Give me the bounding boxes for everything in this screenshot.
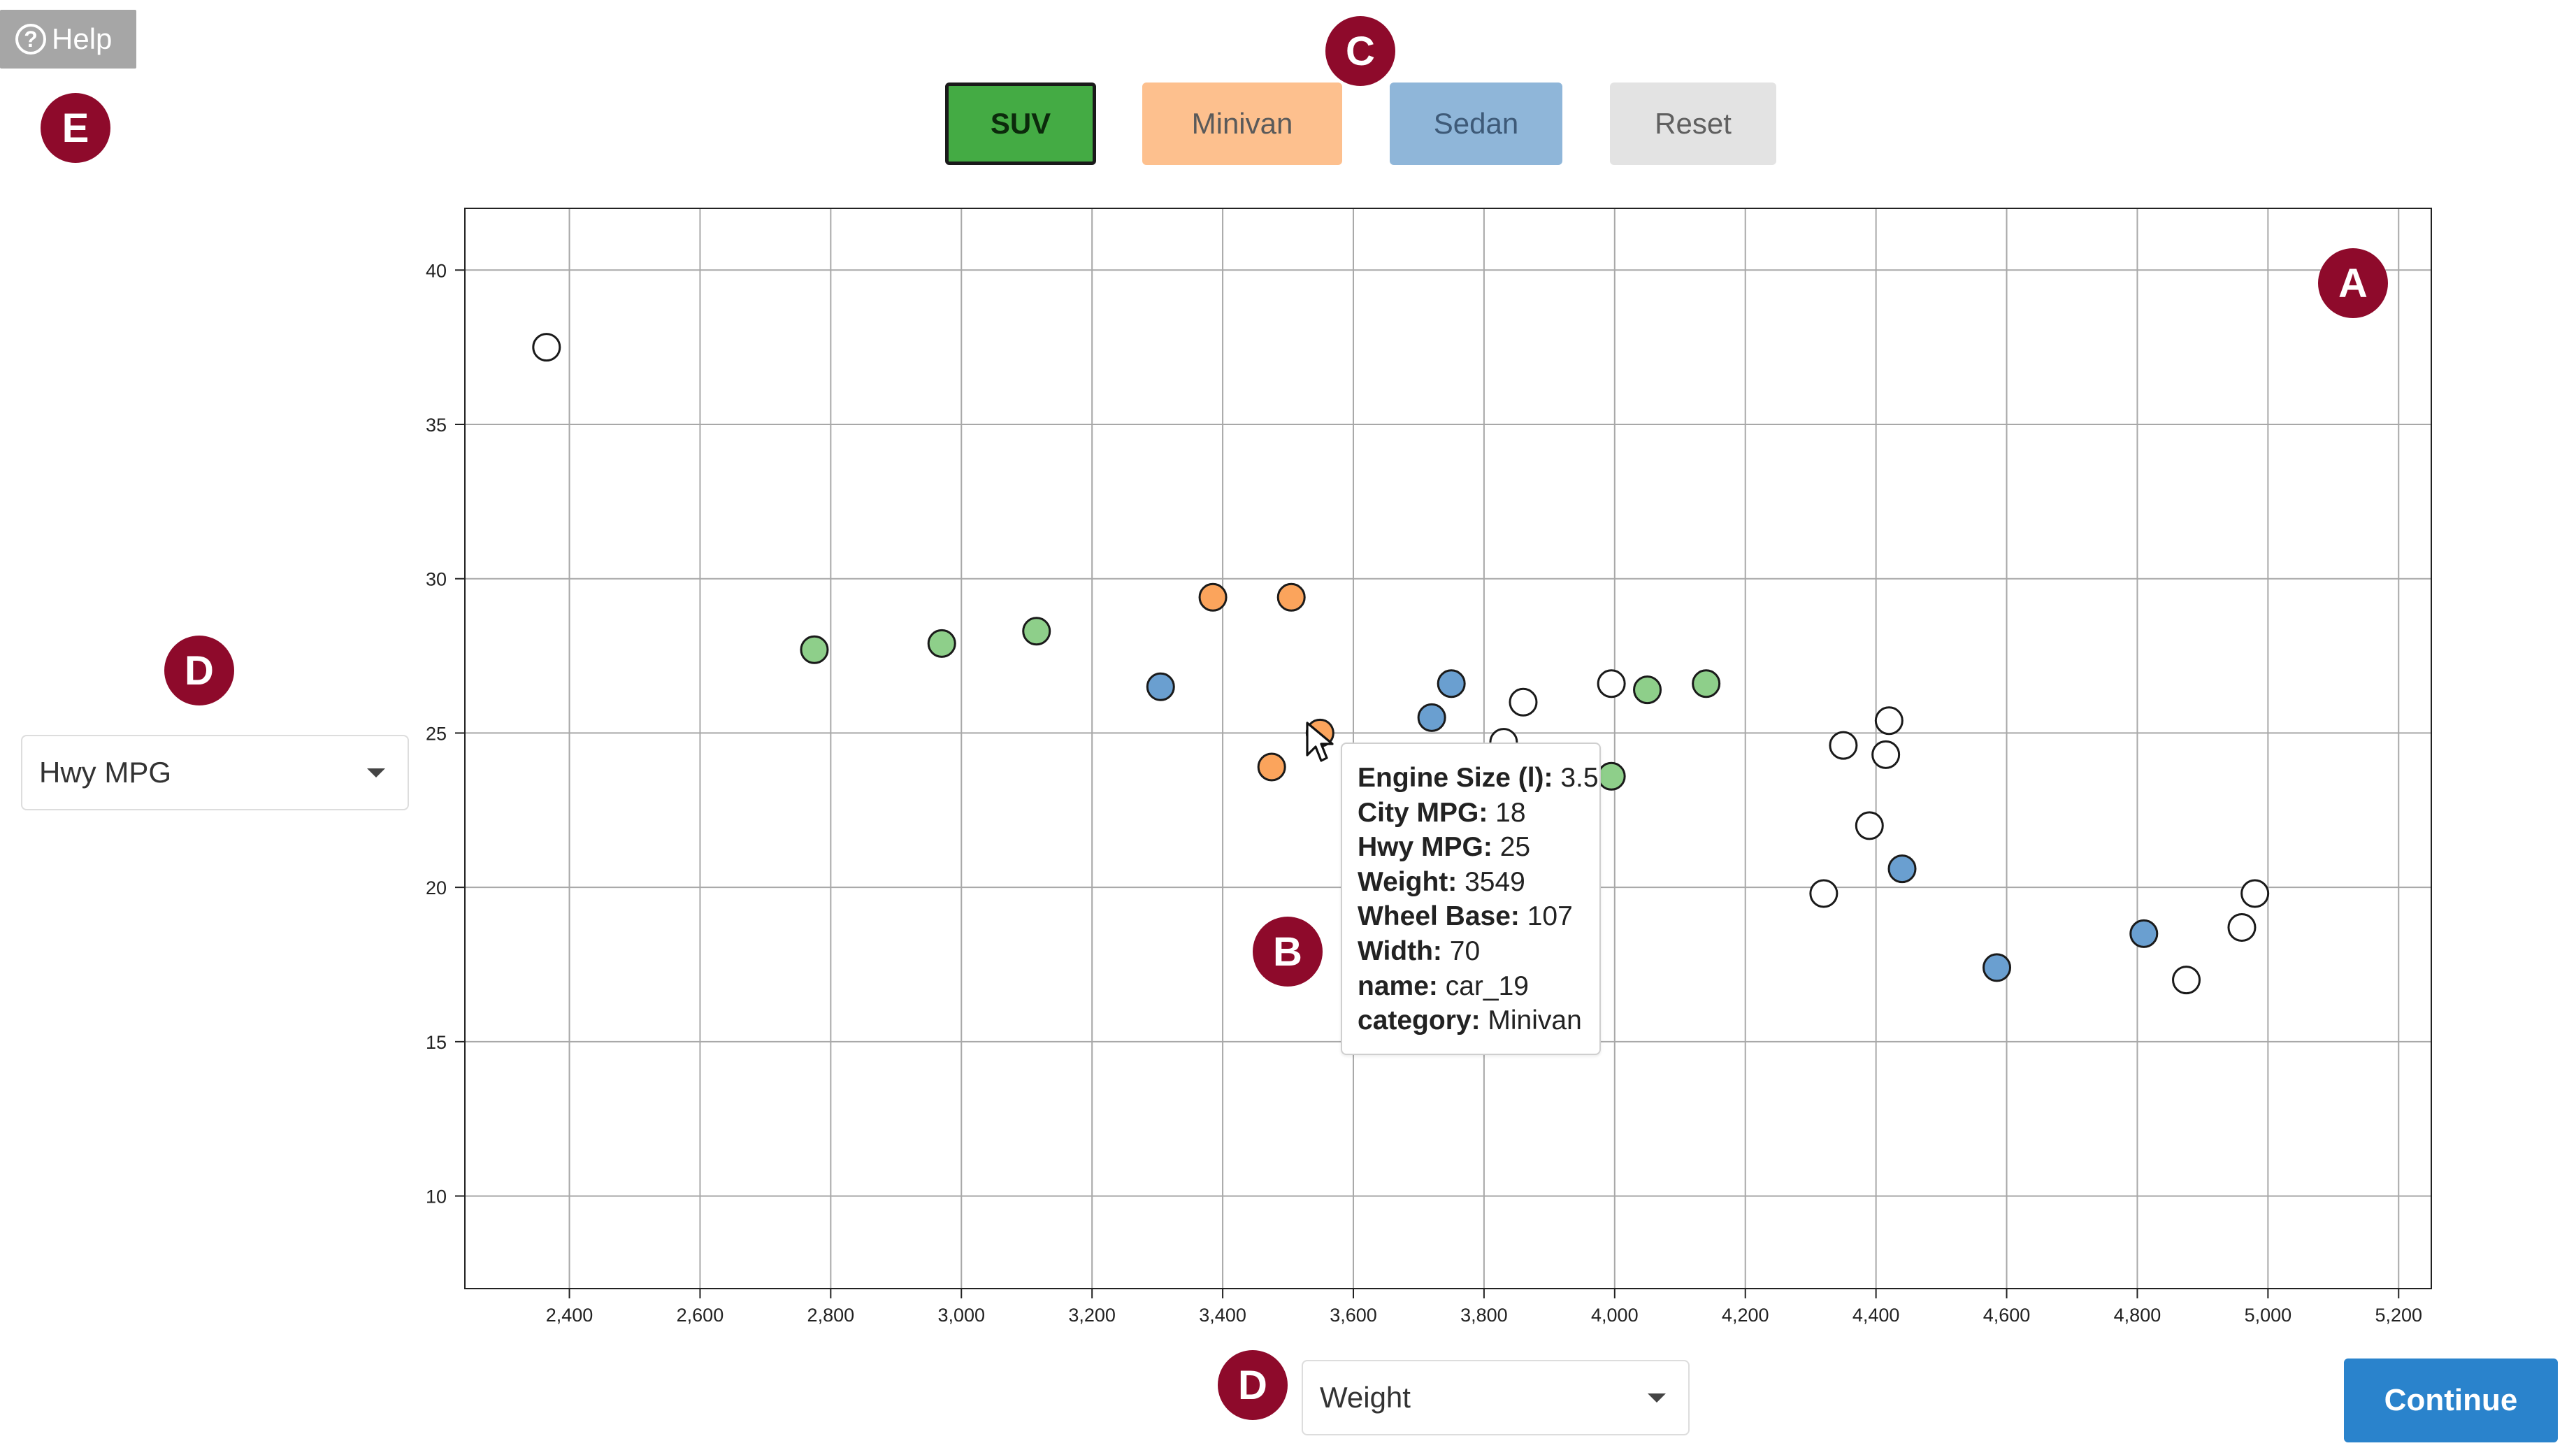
annotation-badge-e: E — [41, 93, 110, 163]
y-tick-label: 30 — [426, 569, 447, 590]
data-point-uncategorized[interactable] — [2227, 913, 2257, 942]
chevron-down-icon — [1648, 1393, 1666, 1403]
data-point-minivan[interactable] — [1276, 582, 1306, 612]
data-point-uncategorized[interactable] — [1871, 740, 1901, 769]
plot-area — [464, 208, 2432, 1289]
x-tick-label: 4,800 — [2114, 1305, 2161, 1326]
x-tick-label: 2,400 — [546, 1305, 593, 1326]
annotation-badge-d-bottom: D — [1218, 1350, 1288, 1420]
y-tick-label: 20 — [426, 877, 447, 898]
sedan-button[interactable]: Sedan — [1390, 83, 1562, 165]
tooltip-row-width: Width: 70 — [1358, 936, 1481, 966]
data-point-uncategorized[interactable] — [1809, 879, 1839, 908]
x-tick-label: 2,800 — [807, 1305, 855, 1326]
tooltip-row-category: category: Minivan — [1358, 1005, 1582, 1036]
data-point-sedan[interactable] — [1983, 953, 2012, 982]
x-tick-label: 4,000 — [1591, 1305, 1639, 1326]
data-point-sedan[interactable] — [1417, 703, 1446, 732]
tooltip-row-name: name: car_19 — [1358, 970, 1529, 1001]
y-tick-label: 40 — [426, 260, 447, 281]
data-point-uncategorized[interactable] — [2240, 879, 2270, 908]
y-tick-label: 35 — [426, 415, 447, 436]
x-tick-label: 4,400 — [1852, 1305, 1900, 1326]
x-tick-label: 5,200 — [2375, 1305, 2422, 1326]
data-point-suv[interactable] — [1633, 675, 1662, 705]
x-axis-select-value: Weight — [1320, 1381, 1411, 1414]
data-point-uncategorized[interactable] — [2172, 966, 2201, 995]
help-label: Help — [52, 22, 113, 55]
data-point-suv[interactable] — [800, 635, 829, 664]
continue-button[interactable]: Continue — [2344, 1359, 2558, 1442]
data-point-uncategorized[interactable] — [532, 333, 561, 362]
chevron-down-icon — [367, 768, 385, 777]
data-point-sedan[interactable] — [1146, 672, 1175, 701]
x-tick-label: 2,600 — [677, 1305, 724, 1326]
y-axis-select[interactable]: Hwy MPG — [21, 735, 409, 810]
x-tick-label: 3,000 — [937, 1305, 985, 1326]
x-tick-label: 4,600 — [1983, 1305, 2031, 1326]
data-point-sedan[interactable] — [1887, 854, 1917, 884]
annotation-badge-c: C — [1325, 16, 1395, 86]
x-tick-label: 3,200 — [1068, 1305, 1116, 1326]
annotation-badge-a: A — [2318, 248, 2388, 318]
x-axis-select[interactable]: Weight — [1302, 1360, 1690, 1435]
x-tick-label: 4,200 — [1722, 1305, 1769, 1326]
tooltip-row-wheel-base: Wheel Base: 107 — [1358, 901, 1573, 932]
x-tick-label: 3,400 — [1199, 1305, 1246, 1326]
help-button[interactable]: ? Help — [0, 10, 136, 69]
data-point-sedan[interactable] — [2129, 919, 2159, 948]
data-point-uncategorized[interactable] — [1509, 687, 1538, 717]
mouse-cursor-icon — [1306, 722, 1334, 762]
tooltip-row-city-mpg: City MPG: 18 — [1358, 797, 1526, 828]
data-point-sedan[interactable] — [1437, 669, 1466, 698]
annotation-badge-b: B — [1253, 917, 1323, 987]
data-point-uncategorized[interactable] — [1874, 706, 1904, 736]
data-point-suv[interactable] — [1692, 669, 1721, 698]
minivan-button[interactable]: Minivan — [1142, 83, 1342, 165]
y-tick-label: 25 — [426, 723, 447, 744]
x-tick-label: 3,600 — [1330, 1305, 1377, 1326]
y-tick-label: 10 — [426, 1187, 447, 1207]
suv-button[interactable]: SUV — [945, 83, 1096, 165]
x-tick-label: 3,800 — [1460, 1305, 1508, 1326]
tooltip-row-weight: Weight: 3549 — [1358, 866, 1525, 897]
y-axis: 10 15 20 25 30 35 40 — [426, 260, 465, 1207]
tooltip-row-hwy-mpg: Hwy MPG: 25 — [1358, 832, 1531, 863]
x-axis: 2,400 2,600 2,800 3,000 3,200 3,400 3,600 3,800… — [546, 1289, 2422, 1326]
data-point-uncategorized[interactable] — [1829, 731, 1858, 760]
point-tooltip: Engine Size (l): 3.5 City MPG: 18 Hwy MP… — [1341, 743, 1601, 1055]
y-axis-select-value: Hwy MPG — [39, 756, 171, 789]
data-point-uncategorized[interactable] — [1855, 811, 1884, 840]
data-point-uncategorized[interactable] — [1597, 669, 1626, 698]
data-point-suv[interactable] — [927, 629, 956, 658]
x-tick-label: 5,000 — [2245, 1305, 2292, 1326]
tooltip-row-engine-size: Engine Size (l): 3.5 — [1358, 763, 1599, 793]
y-tick-label: 15 — [426, 1032, 447, 1053]
annotation-badge-d-left: D — [164, 636, 234, 705]
reset-button[interactable]: Reset — [1610, 83, 1776, 165]
help-icon: ? — [15, 24, 46, 55]
data-point-suv[interactable] — [1597, 761, 1626, 791]
data-points — [532, 333, 2270, 995]
data-point-minivan[interactable] — [1257, 752, 1286, 782]
data-point-suv[interactable] — [1022, 617, 1051, 646]
data-point-minivan[interactable] — [1198, 582, 1228, 612]
